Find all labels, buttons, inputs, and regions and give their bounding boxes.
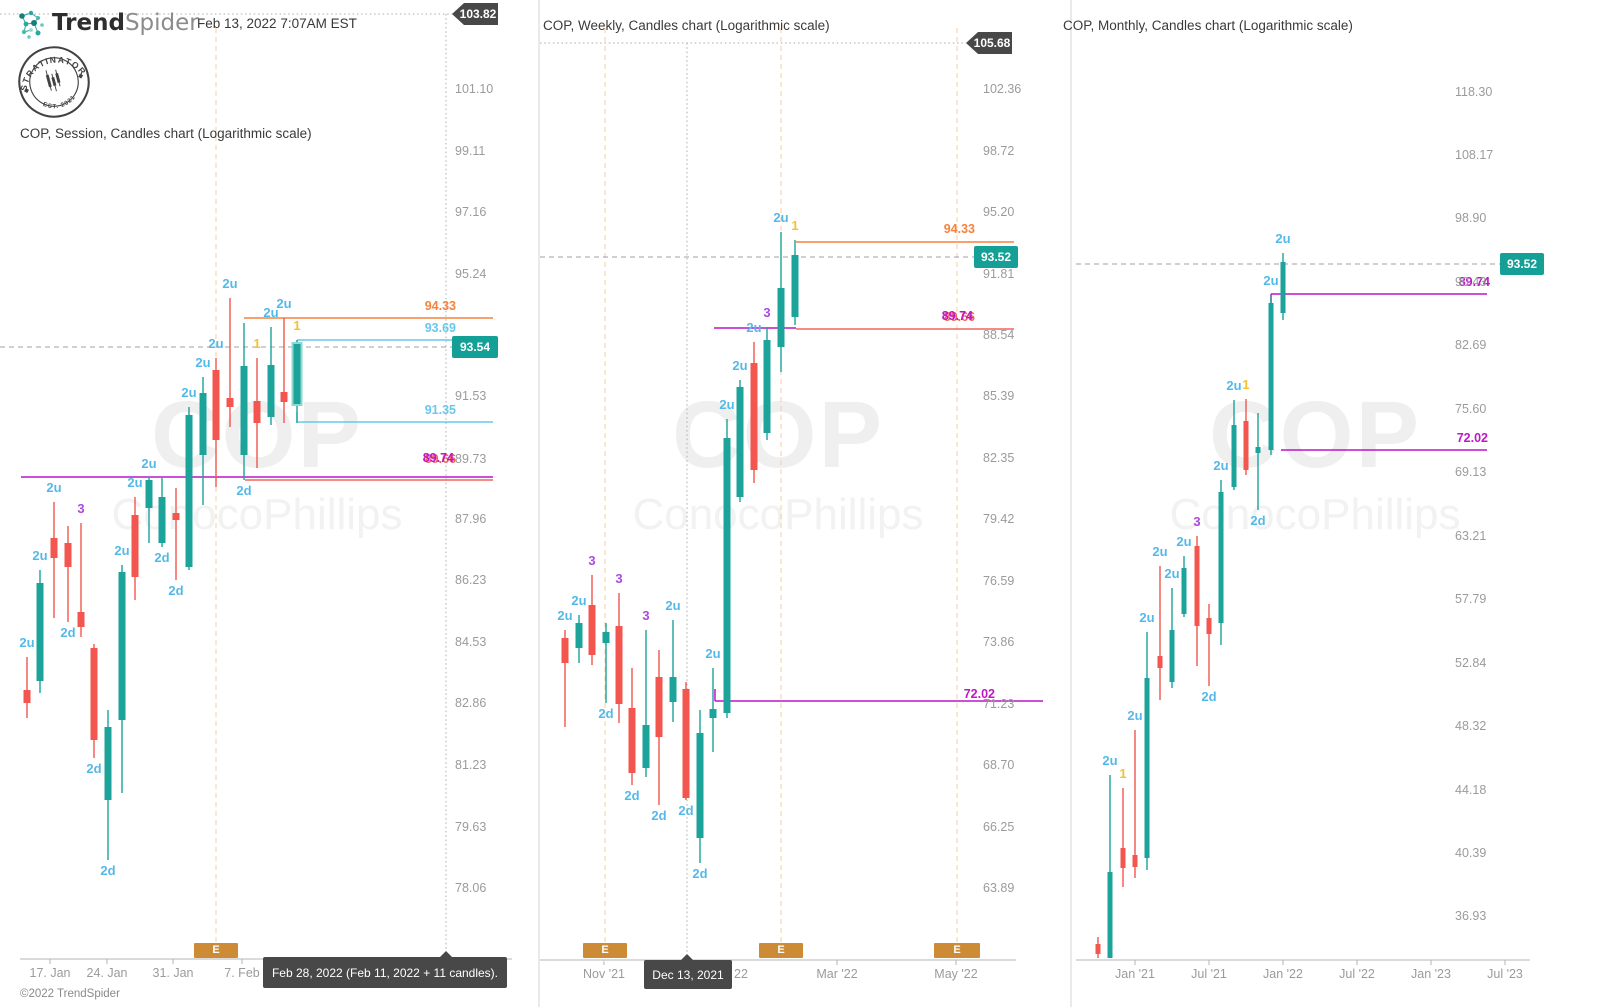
candle[interactable] — [1120, 848, 1126, 868]
brand-trend: Trend — [52, 10, 125, 36]
candle[interactable] — [615, 626, 623, 704]
stratinator-stamp: STRATINATOR EST. 2021 ◆ ◆ — [16, 46, 90, 118]
candle[interactable] — [723, 438, 731, 713]
candle[interactable] — [291, 342, 303, 406]
candle[interactable] — [23, 690, 31, 703]
monthly-chart-title: COP, Monthly, Candles chart (Logarithmic… — [1063, 18, 1353, 33]
candle[interactable] — [1132, 855, 1138, 867]
candle[interactable] — [642, 725, 650, 768]
candle[interactable] — [588, 605, 596, 655]
candle[interactable] — [1194, 546, 1200, 626]
candle[interactable] — [791, 255, 799, 317]
candle[interactable] — [1169, 630, 1175, 682]
candle[interactable] — [1181, 568, 1187, 614]
watermark-company: ConocoPhillips — [632, 490, 924, 539]
candle[interactable] — [212, 370, 220, 440]
candle[interactable] — [750, 363, 758, 470]
trendspider-brand: TrendSpider — [52, 10, 199, 36]
candle[interactable] — [696, 733, 704, 838]
candle[interactable] — [131, 515, 139, 577]
candle[interactable] — [158, 497, 166, 543]
watermark-company: ConocoPhillips — [1169, 490, 1461, 539]
candle[interactable] — [1157, 656, 1163, 668]
candle[interactable] — [280, 392, 288, 402]
trendspider-logo-icon — [19, 10, 44, 39]
brand-spider: Spider — [124, 10, 199, 36]
candle[interactable] — [655, 677, 663, 737]
candle[interactable] — [763, 340, 771, 433]
candle[interactable] — [240, 366, 248, 455]
candle[interactable] — [1231, 425, 1237, 487]
candle[interactable] — [1218, 492, 1224, 623]
candle[interactable] — [199, 393, 207, 455]
chart-datetime: Feb 13, 2022 7:07AM EST — [197, 16, 357, 31]
candle[interactable] — [1206, 618, 1212, 634]
candle[interactable] — [36, 583, 44, 681]
session-chart-title: COP, Session, Candles chart (Logarithmic… — [20, 126, 312, 141]
candle[interactable] — [226, 398, 234, 407]
candle[interactable] — [50, 538, 58, 558]
watermark-symbol: COP — [672, 382, 884, 488]
candle[interactable] — [575, 623, 583, 648]
candle[interactable] — [90, 648, 98, 740]
candle[interactable] — [628, 708, 636, 773]
candle[interactable] — [736, 387, 744, 497]
candle[interactable] — [1107, 872, 1113, 958]
candle[interactable] — [118, 572, 126, 720]
weekly-chart-title: COP, Weekly, Candles chart (Logarithmic … — [543, 18, 830, 33]
candle[interactable] — [253, 401, 261, 423]
candle[interactable] — [561, 638, 569, 663]
candle[interactable] — [602, 632, 610, 643]
candle[interactable] — [104, 727, 112, 800]
candle[interactable] — [709, 709, 717, 718]
candle[interactable] — [1268, 303, 1274, 450]
candle[interactable] — [1280, 262, 1286, 313]
stamp-star-right: ◆ — [77, 72, 85, 80]
candle[interactable] — [777, 288, 785, 347]
candle[interactable] — [267, 365, 275, 417]
candle[interactable] — [1243, 421, 1249, 470]
candle[interactable] — [682, 689, 690, 798]
candle[interactable] — [64, 543, 72, 567]
candle[interactable] — [185, 415, 193, 567]
candle[interactable] — [172, 513, 180, 520]
candle[interactable] — [1255, 447, 1261, 453]
candle[interactable] — [1095, 944, 1101, 954]
stamp-star-left: ◆ — [23, 86, 31, 94]
copyright-text: ©2022 TrendSpider — [20, 988, 120, 1000]
candle[interactable] — [1144, 678, 1150, 858]
candle[interactable] — [77, 612, 85, 627]
candle[interactable] — [145, 480, 153, 508]
candle[interactable] — [669, 677, 677, 702]
